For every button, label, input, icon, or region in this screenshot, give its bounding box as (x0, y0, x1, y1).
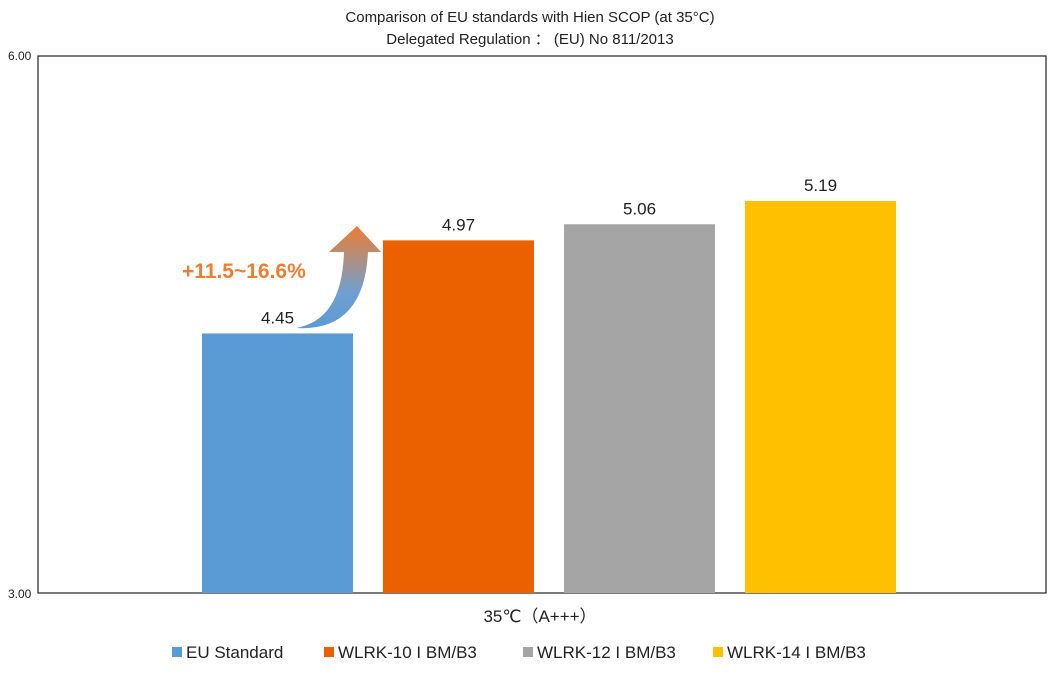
bars-group (202, 200, 896, 594)
chart-title: Comparison of EU standards with Hien SCO… (345, 9, 714, 26)
data-label-1: 4.45 (261, 308, 294, 327)
legend-marker-2 (324, 647, 334, 657)
legend-label-3: WLRK-12 I BM/B3 (537, 643, 676, 662)
data-label-4: 5.19 (804, 176, 837, 195)
legend-label-2: WLRK-10 I BM/B3 (338, 643, 477, 662)
legend-label-4: WLRK-14 I BM/B3 (727, 643, 866, 662)
increase-annotation: +11.5~16.6% (182, 260, 306, 283)
legend-marker-1 (172, 647, 182, 657)
x-category-label: 35℃（A+++） (483, 607, 596, 626)
bar-2 (383, 240, 534, 593)
legend-label-1: EU Standard (186, 643, 283, 662)
bar-3 (564, 224, 715, 593)
legend: EU Standard WLRK-10 I BM/B3 WLRK-12 I BM/B… (172, 643, 866, 662)
legend-marker-4 (713, 647, 723, 657)
y-tick-label-max: 6.00 (8, 49, 32, 63)
data-label-2: 4.97 (442, 215, 475, 234)
data-label-3: 5.06 (623, 199, 656, 218)
bar-1 (202, 333, 353, 593)
chart-subtitle: Delegated Regulation ： (EU) No 811/2013 (386, 31, 673, 48)
bar-4 (745, 200, 896, 594)
curved-up-arrow-icon (296, 226, 381, 329)
data-labels-group: 4.45 4.97 5.06 5.19 (261, 176, 837, 327)
y-tick-label-min: 3.00 (8, 587, 32, 601)
legend-marker-3 (523, 647, 533, 657)
